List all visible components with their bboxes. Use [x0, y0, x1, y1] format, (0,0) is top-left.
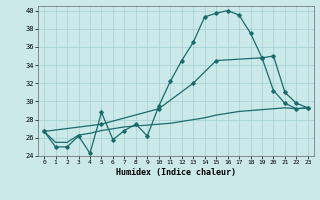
- X-axis label: Humidex (Indice chaleur): Humidex (Indice chaleur): [116, 168, 236, 177]
